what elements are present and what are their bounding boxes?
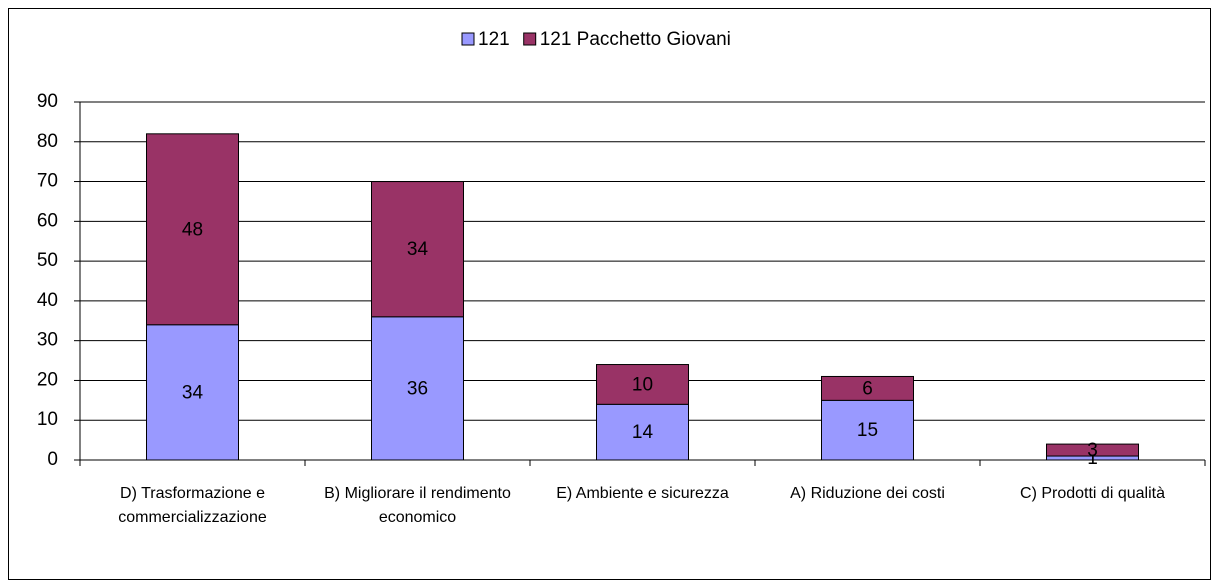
y-tick-label: 50 bbox=[37, 250, 58, 271]
y-tick-label: 20 bbox=[37, 369, 58, 390]
data-label: 10 bbox=[632, 374, 653, 395]
x-tick-label: C) Prodotti di qualità bbox=[1020, 485, 1165, 502]
y-tick-label: 80 bbox=[37, 131, 58, 152]
x-tick-label: B) Migliorare il rendimento economico bbox=[324, 485, 511, 526]
y-tick-label: 70 bbox=[37, 171, 58, 192]
data-label: 34 bbox=[182, 382, 204, 403]
y-tick-label: 30 bbox=[37, 330, 58, 351]
bar-segment bbox=[146, 324, 239, 461]
y-tick-label: 0 bbox=[47, 449, 58, 470]
x-tick-label: A) Riduzione dei costi bbox=[790, 485, 945, 502]
data-label: 15 bbox=[857, 420, 878, 441]
y-tick-label: 40 bbox=[37, 290, 58, 311]
data-label: 36 bbox=[407, 378, 428, 399]
data-label: 3 bbox=[1087, 440, 1098, 461]
legend-swatch bbox=[461, 32, 475, 46]
bar-segment bbox=[596, 403, 689, 461]
y-tick-label: 10 bbox=[37, 409, 58, 430]
data-label: 1 bbox=[1087, 448, 1098, 469]
data-label: 34 bbox=[407, 239, 429, 260]
x-tick-label: D) Trasformazione e commercializzazione bbox=[118, 485, 267, 526]
legend-label: 121 bbox=[478, 29, 510, 50]
bar-segment bbox=[821, 375, 914, 401]
legend-swatch bbox=[523, 32, 537, 46]
data-label: 6 bbox=[862, 378, 873, 399]
data-label: 14 bbox=[632, 422, 654, 443]
y-tick-label: 60 bbox=[37, 210, 58, 231]
x-tick-label: E) Ambiente e sicurezza bbox=[556, 485, 729, 502]
bar-segment bbox=[371, 181, 464, 318]
bar-segment bbox=[596, 364, 689, 405]
bar-segment bbox=[371, 316, 464, 461]
bar-segment bbox=[146, 133, 239, 326]
legend-label: 121 Pacchetto Giovani bbox=[540, 29, 731, 50]
data-label: 48 bbox=[182, 219, 203, 240]
bar-segment bbox=[1046, 443, 1139, 457]
y-tick-label: 90 bbox=[37, 91, 58, 112]
